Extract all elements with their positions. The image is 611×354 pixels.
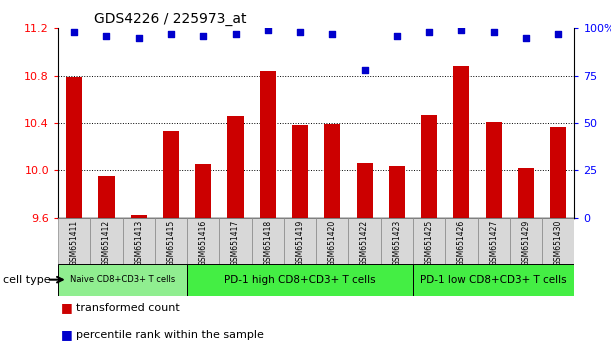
Point — [199, 33, 208, 39]
Bar — [348, 218, 381, 264]
Bar — [510, 218, 542, 264]
Bar — [98, 176, 114, 354]
Bar — [260, 71, 276, 354]
Bar — [445, 218, 478, 264]
Point — [489, 29, 499, 35]
Point — [230, 31, 240, 37]
Bar — [413, 218, 445, 264]
Bar — [518, 168, 534, 354]
Text: percentile rank within the sample: percentile rank within the sample — [76, 330, 264, 339]
Text: cell type: cell type — [3, 275, 51, 285]
Bar — [66, 77, 82, 354]
Bar — [421, 115, 437, 354]
Bar — [453, 66, 469, 354]
Text: ■: ■ — [61, 328, 73, 341]
Point — [327, 31, 337, 37]
Bar — [123, 218, 155, 264]
Text: GSM651411: GSM651411 — [70, 220, 79, 266]
Point — [295, 29, 305, 35]
Point — [69, 29, 79, 35]
Point — [263, 27, 273, 33]
Bar — [131, 215, 147, 354]
Point — [101, 33, 111, 39]
Bar — [195, 165, 211, 354]
Point — [392, 33, 402, 39]
Bar — [58, 264, 187, 296]
Bar — [324, 124, 340, 354]
Point — [360, 67, 370, 73]
Point — [134, 35, 144, 41]
Point — [456, 27, 466, 33]
Point — [424, 29, 434, 35]
Text: GSM651429: GSM651429 — [521, 220, 530, 266]
Text: GDS4226 / 225973_at: GDS4226 / 225973_at — [94, 12, 247, 26]
Bar — [550, 127, 566, 354]
Bar — [252, 218, 284, 264]
Bar — [163, 131, 179, 354]
Bar — [187, 218, 219, 264]
Text: GSM651427: GSM651427 — [489, 220, 498, 266]
Bar — [284, 218, 316, 264]
Text: GSM651413: GSM651413 — [134, 220, 143, 266]
Point — [554, 31, 563, 37]
Text: GSM651425: GSM651425 — [425, 220, 434, 266]
Bar — [357, 163, 373, 354]
Text: GSM651426: GSM651426 — [457, 220, 466, 266]
Bar — [227, 116, 244, 354]
Bar — [155, 218, 187, 264]
Text: GSM651418: GSM651418 — [263, 220, 273, 266]
Bar — [292, 125, 308, 354]
Bar — [413, 264, 574, 296]
Bar — [187, 264, 413, 296]
Bar — [542, 218, 574, 264]
Point — [166, 31, 176, 37]
Point — [521, 35, 531, 41]
Text: GSM651422: GSM651422 — [360, 220, 369, 266]
Bar — [486, 122, 502, 354]
Text: GSM651417: GSM651417 — [231, 220, 240, 266]
Bar — [478, 218, 510, 264]
Bar — [90, 218, 123, 264]
Text: ■: ■ — [61, 302, 73, 314]
Bar — [389, 166, 405, 354]
Text: GSM651430: GSM651430 — [554, 220, 563, 267]
Text: PD-1 high CD8+CD3+ T cells: PD-1 high CD8+CD3+ T cells — [224, 275, 376, 285]
Text: GSM651415: GSM651415 — [166, 220, 175, 266]
Text: Naive CD8+CD3+ T cells: Naive CD8+CD3+ T cells — [70, 275, 175, 284]
Bar — [58, 218, 90, 264]
Bar — [316, 218, 348, 264]
Text: transformed count: transformed count — [76, 303, 180, 313]
Bar — [381, 218, 413, 264]
Text: GSM651423: GSM651423 — [392, 220, 401, 266]
Bar — [219, 218, 252, 264]
Text: GSM651412: GSM651412 — [102, 220, 111, 266]
Text: GSM651419: GSM651419 — [296, 220, 304, 266]
Text: PD-1 low CD8+CD3+ T cells: PD-1 low CD8+CD3+ T cells — [420, 275, 567, 285]
Text: GSM651420: GSM651420 — [328, 220, 337, 266]
Text: GSM651416: GSM651416 — [199, 220, 208, 266]
